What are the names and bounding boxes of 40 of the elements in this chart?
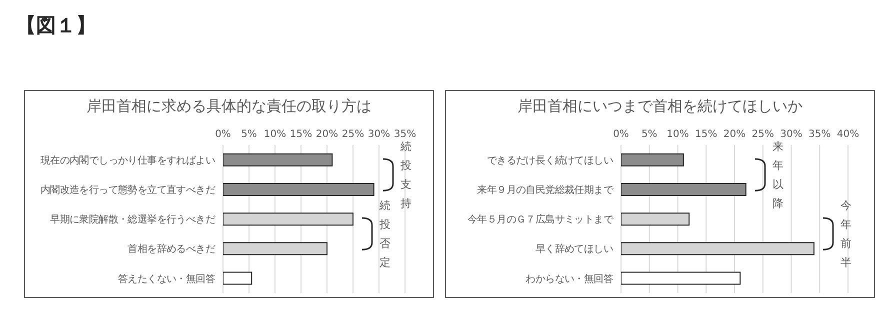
text: 【図１】 bbox=[16, 12, 96, 39]
y-tick-label: 今年５月のＧ７広島サミットまで bbox=[467, 214, 614, 226]
y-tick-label: 早く辞めてほしい bbox=[535, 243, 614, 256]
x-tick-label: 35% bbox=[808, 129, 831, 140]
annotation: 今年前半 bbox=[840, 198, 852, 271]
bar bbox=[621, 272, 741, 285]
x-tick-label: 35% bbox=[394, 129, 416, 140]
y-tick-label: 現在の内閣でしっかり仕事をすればよい bbox=[40, 154, 216, 166]
x-tick-label: 10% bbox=[264, 129, 286, 140]
x-tick-label: 15% bbox=[695, 129, 718, 140]
y-tick-label: 首相を辞めるべきだ bbox=[128, 243, 216, 256]
y-tick-label: 内閣改造を行って態勢を立て直すべきだ bbox=[40, 184, 216, 196]
chart-title: 岸田首相に求める具体的な責任の取り方は bbox=[86, 97, 372, 116]
bar bbox=[621, 182, 746, 196]
y-tick-label: 答えたくない・無回答 bbox=[118, 272, 216, 285]
x-tick-label: 0% bbox=[613, 129, 629, 140]
x-tick-label: 20% bbox=[723, 129, 746, 140]
x-tick-label: 15% bbox=[290, 129, 312, 140]
y-tick-label: できるだけ長く続けてほしい bbox=[486, 154, 614, 166]
x-tick-label: 40% bbox=[836, 129, 860, 140]
x-tick-label: 25% bbox=[752, 129, 774, 140]
annotation: 来年以降 bbox=[772, 138, 784, 212]
x-tick-label: 25% bbox=[342, 129, 364, 140]
y-tick-label: わからない・無回答 bbox=[526, 272, 614, 285]
bar bbox=[223, 182, 374, 196]
annotation: 続投支持 bbox=[400, 138, 412, 212]
x-tick-label: 20% bbox=[316, 129, 338, 140]
x-tick-label: 5% bbox=[241, 129, 257, 140]
x-tick-label: 10% bbox=[666, 129, 689, 140]
x-tick-label: 30% bbox=[368, 129, 390, 140]
y-tick-label: 早期に衆院解散・総選挙を行うべきだ bbox=[50, 214, 216, 226]
x-tick-label: 5% bbox=[641, 129, 658, 140]
bar bbox=[223, 153, 333, 166]
bar bbox=[621, 153, 684, 166]
y-tick-label: 来年９月の自民党総裁任期まで bbox=[477, 184, 614, 196]
x-tick-label: 30% bbox=[780, 129, 802, 140]
x-tick-label: 0% bbox=[215, 129, 231, 140]
bar bbox=[223, 272, 252, 285]
annotation: 続投否定 bbox=[379, 198, 391, 271]
chart-title: 岸田首相にいつまで首相を続けてほしいか bbox=[516, 97, 804, 116]
